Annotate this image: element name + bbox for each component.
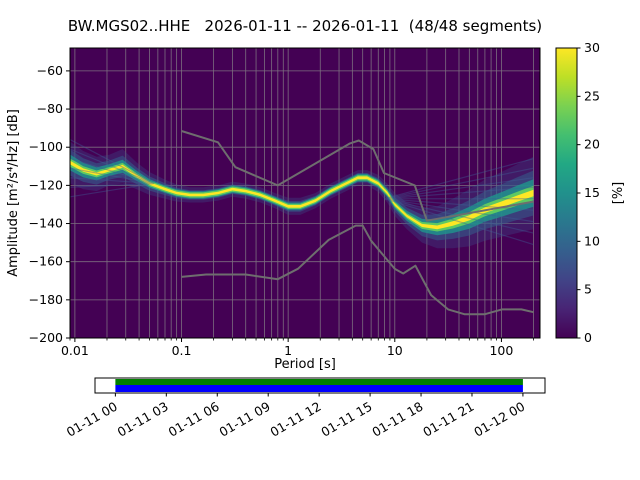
timeline-processed-bar: [115, 379, 523, 385]
tick-label: 01-11 15: [318, 399, 374, 440]
tick-label: −140: [29, 216, 63, 231]
tick-label: −60: [37, 63, 63, 78]
tick-label: 1: [284, 343, 292, 358]
tick-label: 25: [584, 88, 600, 103]
tick-label: 20: [584, 137, 600, 152]
nlnm-line: [181, 224, 534, 316]
axis-ticks: 0.01 0.1 1 10 100 −200 −180 −160 −140 −120 −100 −80…: [29, 63, 534, 358]
tick-label: −200: [29, 330, 63, 345]
tick-label: −100: [29, 139, 63, 154]
tick-label: −180: [29, 292, 63, 307]
tick-label: 15: [584, 185, 600, 200]
tick-label: 0: [584, 330, 592, 345]
tick-label: 01-11 09: [217, 399, 273, 440]
plot-area: 0.01 0.1 1 10 100 −200 −180 −160 −140 −120 −100 −80…: [29, 47, 541, 358]
ppsd-band: [70, 141, 534, 249]
plot-spines: [69, 47, 541, 339]
tick-label: 01-11 21: [420, 399, 476, 440]
tick-label: −120: [29, 177, 63, 192]
nhnm-line: [181, 130, 534, 222]
tick-label: 0.01: [61, 343, 89, 358]
tick-label: 01-11 06: [166, 399, 222, 440]
plot-background: [70, 48, 540, 338]
noise-model-lines: [181, 130, 534, 316]
tick-label: 100: [489, 343, 513, 358]
tick-label: 10: [387, 343, 403, 358]
tick-label: 01-11 00: [64, 399, 120, 440]
colorbar-gradient: [555, 47, 578, 339]
colorbar-label: [%]: [611, 182, 626, 205]
tick-label: 0.1: [172, 343, 192, 358]
tick-label: 01-12 00: [471, 399, 527, 440]
tick-label: −160: [29, 254, 63, 269]
tick-label: −80: [37, 101, 63, 116]
tick-label: 01-11 18: [369, 399, 425, 440]
x-axis-label: Period [s]: [274, 357, 336, 372]
tick-label: 30: [584, 40, 600, 55]
timeline-data-bar: [115, 385, 523, 392]
spread-streaks: [70, 139, 534, 246]
tick-label: 5: [584, 282, 592, 297]
tick-label: 01-11 12: [267, 399, 323, 440]
colorbar-ticks: 0 5 10 15 20 25 30: [577, 40, 600, 345]
tick-label: 10: [584, 233, 600, 248]
chart-title: BW.MGS02..HHE 2026-01-11 -- 2026-01-11 (…: [68, 17, 542, 35]
y-axis-label: Amplitude [m²/s⁴/Hz] [dB]: [6, 109, 21, 277]
tick-label: 01-11 03: [115, 399, 171, 440]
colorbar: 0 5 10 15 20 25 30 [%]: [555, 40, 626, 345]
